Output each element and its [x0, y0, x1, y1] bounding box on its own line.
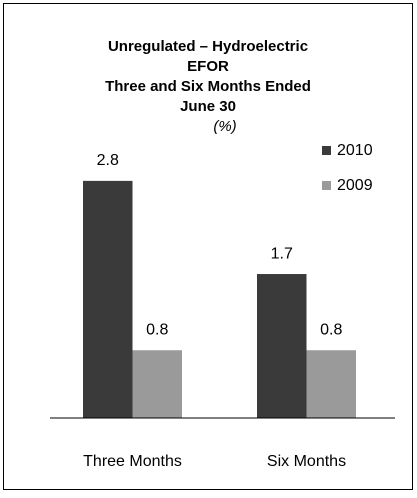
data-label: 1.7 — [271, 245, 293, 262]
legend-label: 2010 — [337, 142, 373, 159]
chart-subtitle: (%) — [213, 118, 236, 135]
data-label: 0.8 — [320, 321, 342, 338]
legend-swatch — [322, 146, 331, 155]
bar — [257, 274, 307, 418]
x-tick-label: Six Months — [267, 453, 346, 470]
x-tick-label: Three Months — [83, 453, 182, 470]
legend-swatch — [322, 181, 331, 190]
bar — [83, 180, 133, 418]
bar — [306, 350, 356, 418]
chart-title: June 30 — [180, 98, 236, 115]
data-label: 2.8 — [97, 152, 119, 169]
chart-title: Three and Six Months Ended — [105, 78, 311, 95]
bar — [132, 350, 182, 418]
chart-title: Unregulated – Hydroelectric — [108, 38, 308, 55]
data-label: 0.8 — [146, 321, 168, 338]
chart-title: EFOR — [187, 58, 229, 75]
legend-label: 2009 — [337, 177, 373, 194]
